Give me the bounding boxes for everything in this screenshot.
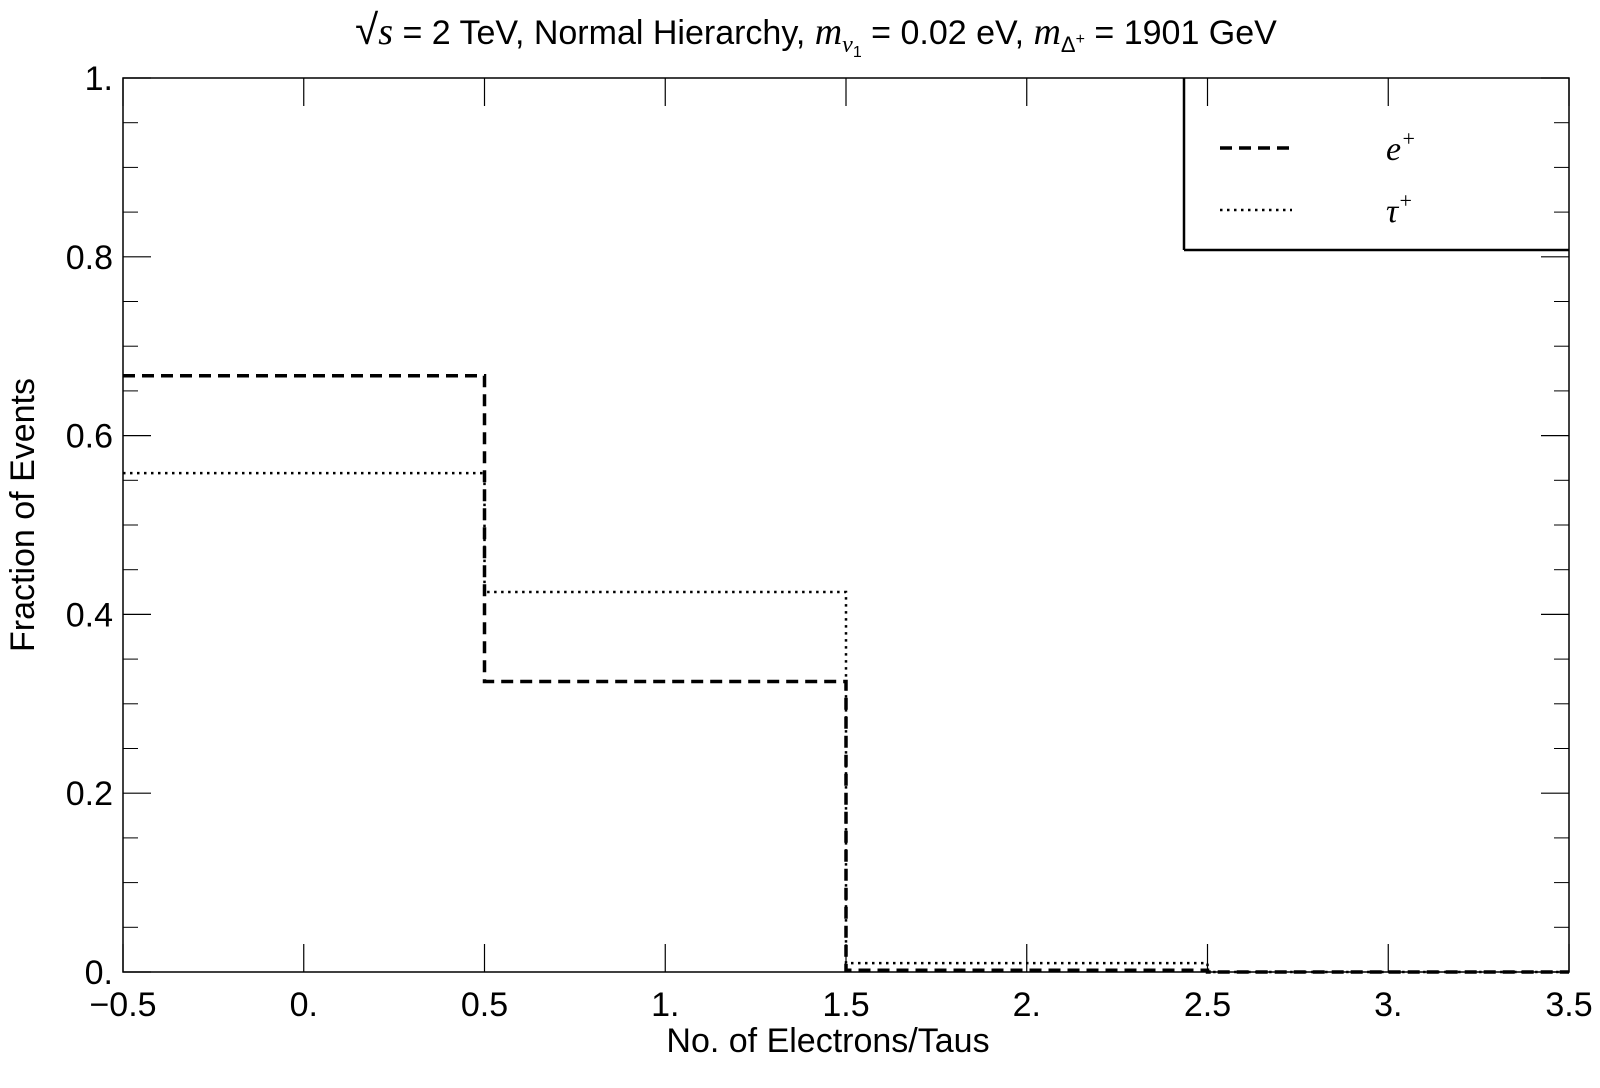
- x-tick-label: 1.5: [822, 986, 869, 1024]
- title-part3: = 1901 GeV: [1085, 14, 1277, 52]
- legend-label-tau: τ+: [1386, 188, 1413, 230]
- title-part1: = 2 TeV, Normal Hierarchy,: [393, 14, 815, 52]
- title-part2: = 0.02 eV,: [862, 14, 1034, 52]
- y-tick-label: 1.: [85, 60, 113, 98]
- y-tick-label: 0.6: [66, 418, 113, 456]
- plot-frame: [122, 77, 1570, 973]
- legend-label-tau-sup: +: [1398, 188, 1413, 213]
- legend-label-electron-sup: +: [1401, 126, 1416, 151]
- x-tick-label: 1.: [651, 986, 679, 1024]
- legend-label-tau-base: τ: [1386, 193, 1400, 230]
- x-tick-label: 0.5: [461, 986, 508, 1024]
- legend: e+ τ+: [1182, 78, 1569, 252]
- title-nu-sub: ν: [842, 32, 853, 58]
- x-tick-label: 2.: [1013, 986, 1041, 1024]
- x-tick-label: 3.: [1374, 986, 1402, 1024]
- chart-title: √s = 2 TeV, Normal Hierarchy, mν1 = 0.02…: [355, 6, 1277, 61]
- y-tick-label: 0.8: [66, 239, 113, 277]
- title-mass-delta: m: [1033, 11, 1060, 53]
- series-layer: [123, 373, 1569, 974]
- title-delta-sub: Δ: [1061, 32, 1076, 57]
- y-tick-label: 0.2: [66, 775, 113, 813]
- x-tick-labels: −0.5 0. 0.5 1. 1.5 2. 2.5 3. 3.5: [89, 986, 1592, 1024]
- y-axis-title: Fraction of Events: [4, 378, 42, 652]
- legend-label-electron: e+: [1386, 126, 1416, 168]
- x-tick-label: 3.5: [1545, 986, 1592, 1024]
- series-line-electron: [123, 373, 1569, 974]
- y-tick-labels: 0. 0.2 0.4 0.6 0.8 1.: [66, 60, 113, 992]
- y-tick-label: 0.: [85, 954, 113, 992]
- x-axis-title: No. of Electrons/Taus: [666, 1022, 989, 1060]
- title-mass-nu: m: [815, 11, 842, 53]
- title-sqrt-symbol: √: [355, 6, 379, 53]
- title-nu-subsub: 1: [853, 44, 862, 61]
- title-sqrt-var: s: [378, 11, 393, 53]
- title-delta-sup: +: [1076, 31, 1085, 48]
- x-tick-label: −0.5: [89, 986, 156, 1024]
- y-tick-label: 0.4: [66, 596, 113, 634]
- x-tick-label: 2.5: [1184, 986, 1231, 1024]
- x-tick-label: 0.: [290, 986, 318, 1024]
- legend-label-electron-base: e: [1386, 131, 1401, 168]
- axis-ticks: [122, 77, 1570, 973]
